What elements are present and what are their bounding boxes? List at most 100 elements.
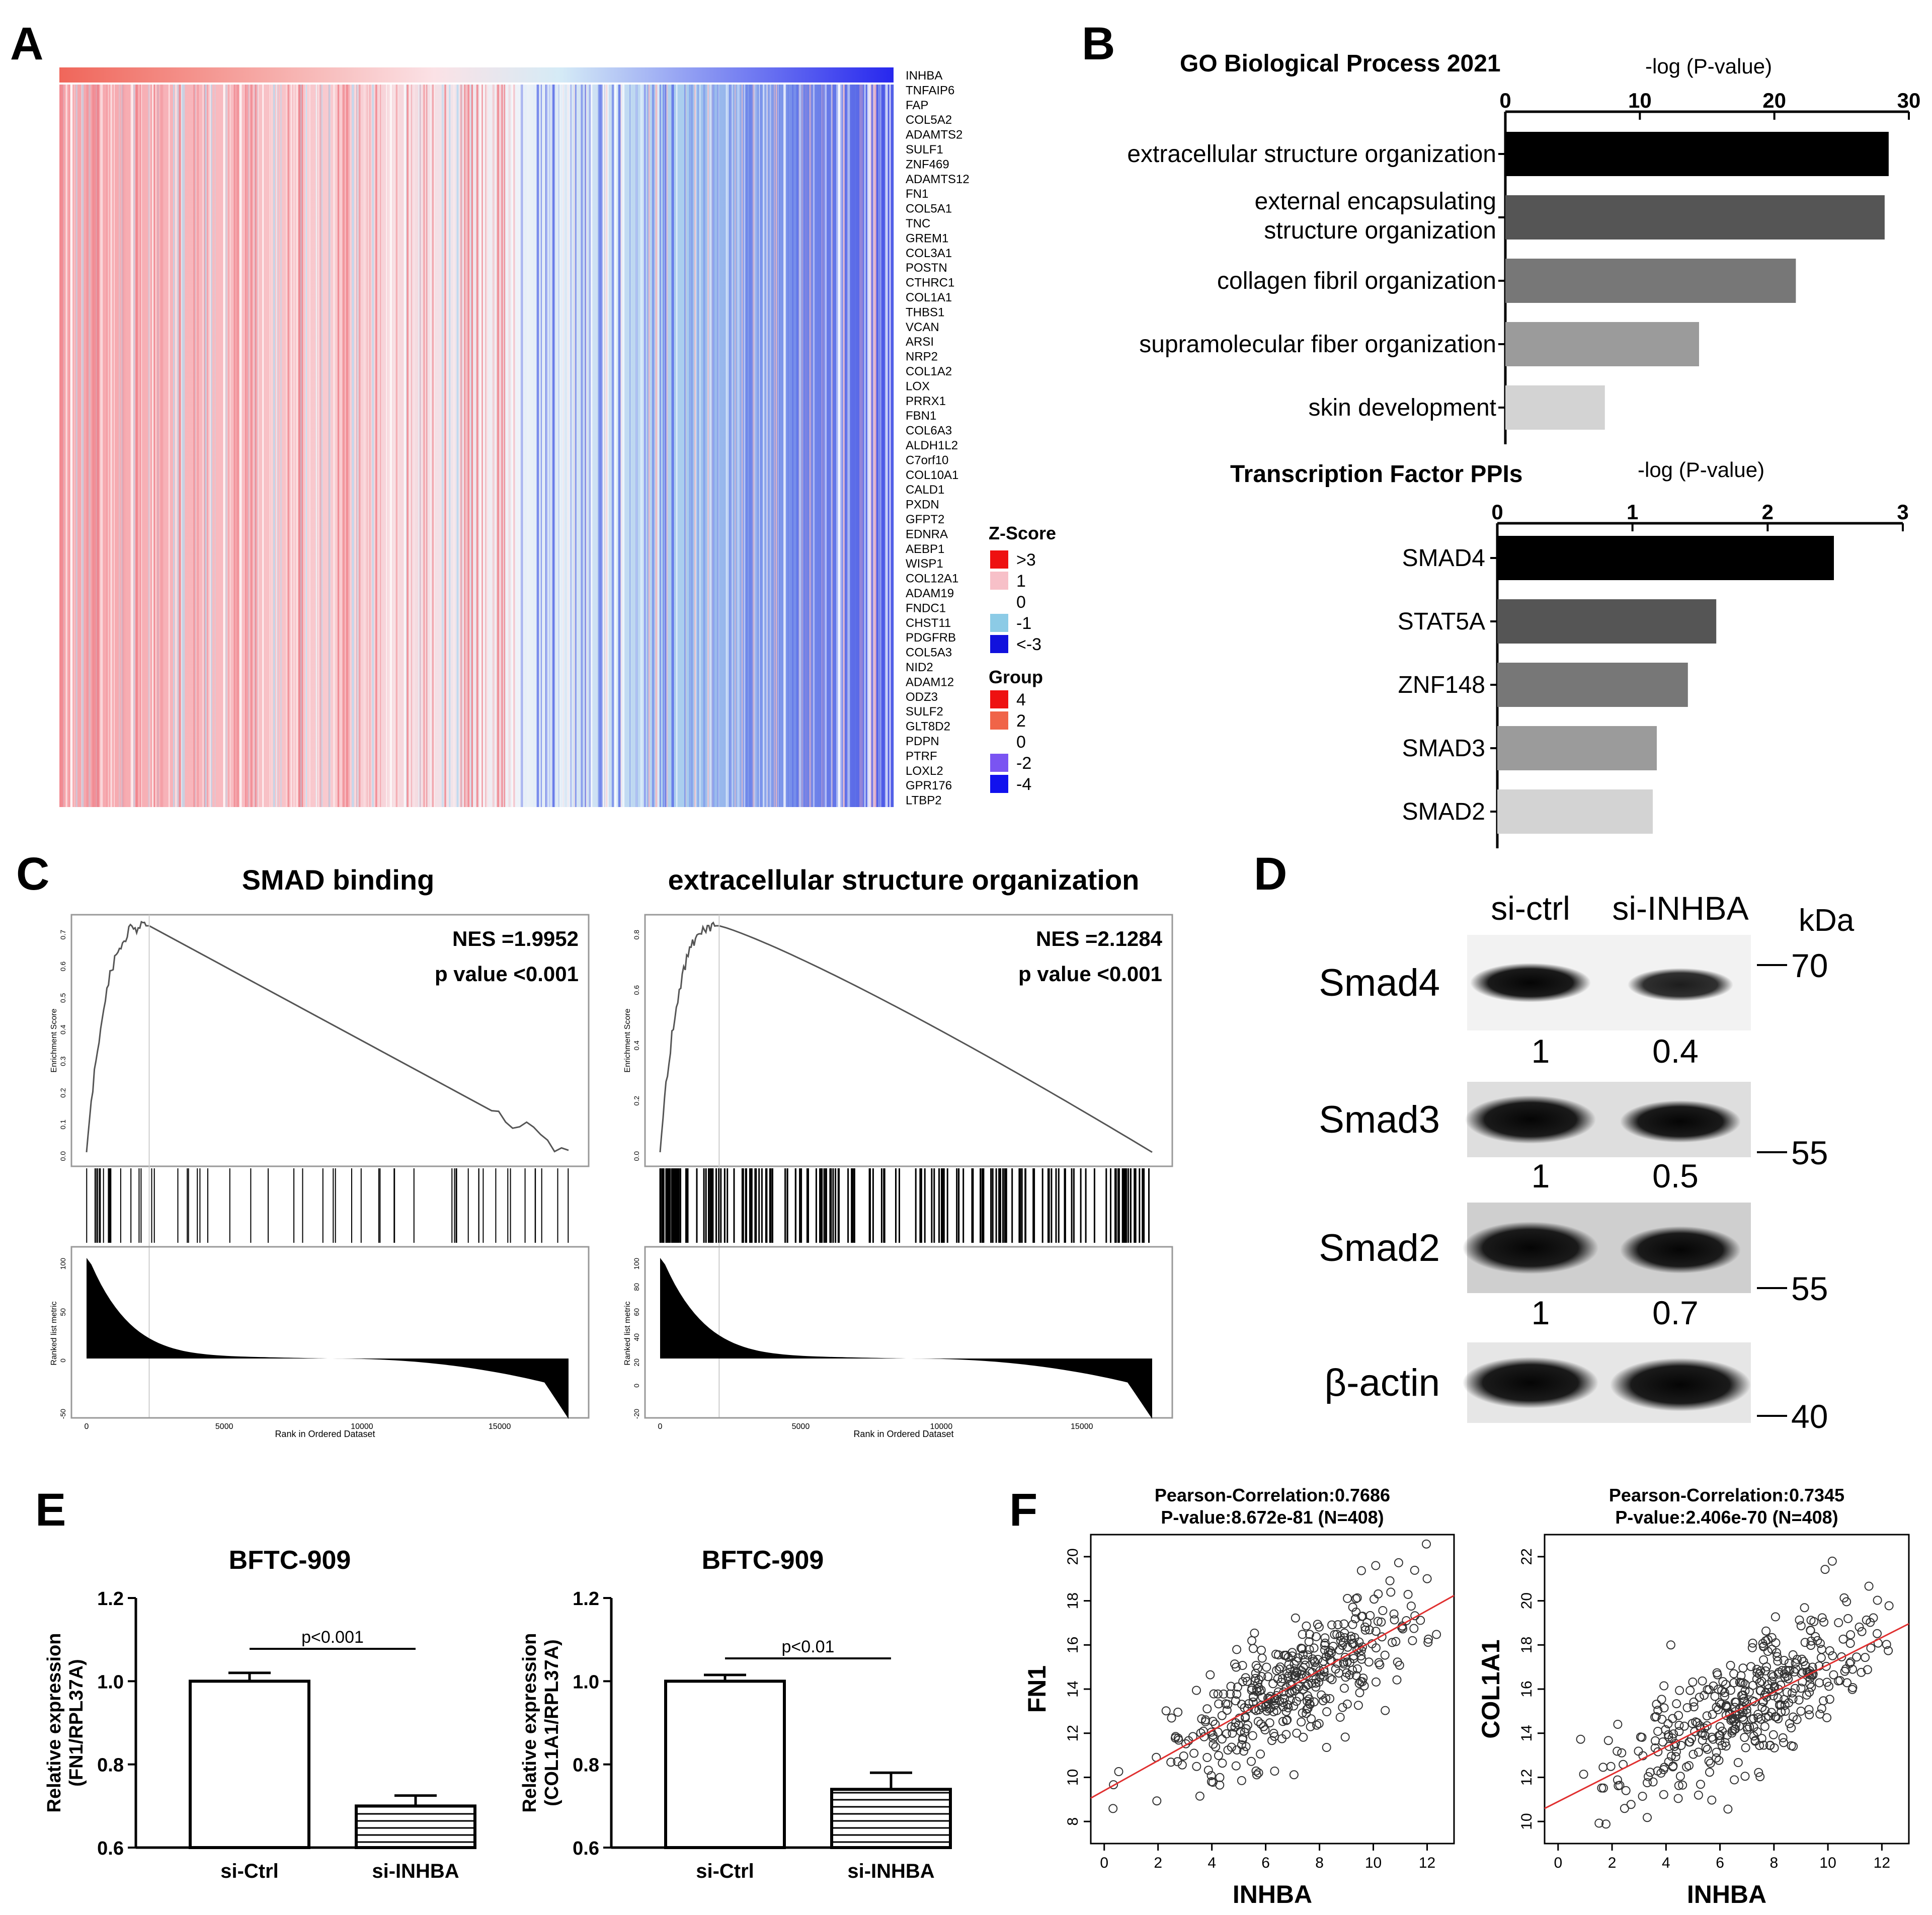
scatter-point — [1727, 1714, 1736, 1724]
heatmap-column — [726, 85, 727, 807]
heatmap-column — [424, 85, 427, 807]
heatmap-column — [855, 85, 856, 807]
scatter-point — [1336, 1636, 1345, 1645]
y-tick-label: 10 — [1065, 1769, 1081, 1786]
scatter-point — [1108, 1804, 1118, 1813]
heatmap-column — [676, 85, 678, 807]
scatter-point — [1882, 1640, 1891, 1649]
heatmap-column — [337, 85, 340, 807]
hit-ticks — [86, 1168, 569, 1243]
heatmap-column — [869, 85, 872, 807]
heatmap-column — [492, 85, 495, 807]
scatter-point — [1774, 1669, 1783, 1679]
scatter-point — [1357, 1612, 1366, 1621]
legend-group-label: 0 — [1016, 733, 1026, 752]
heatmap-column — [798, 85, 799, 807]
heatmap-column — [449, 85, 451, 807]
heatmap-column — [375, 85, 377, 807]
scatter-point — [1769, 1743, 1779, 1752]
heatmap-column — [546, 85, 548, 807]
gene-label: C7orf10 — [906, 453, 948, 467]
bar-label: supramolecular fiber organization — [1139, 331, 1496, 358]
regression-line — [1544, 1623, 1909, 1809]
band-quant: 1 — [1532, 1157, 1550, 1194]
heatmap-column — [255, 85, 256, 807]
scatter-point — [1222, 1729, 1231, 1738]
y-tick-label: 10 — [1518, 1813, 1535, 1829]
x-tick-label: 0 — [1100, 1855, 1108, 1871]
heatmap-column — [453, 85, 454, 807]
scatter-point — [1297, 1669, 1306, 1679]
scatter-point — [1660, 1763, 1669, 1772]
qpcr-title: BFTC-909 — [702, 1546, 824, 1575]
scatter-point — [1762, 1662, 1771, 1671]
scatter-point — [1805, 1688, 1814, 1697]
scatter-point — [1866, 1643, 1876, 1653]
scatter-point — [1688, 1749, 1698, 1759]
scatter-point — [1674, 1721, 1684, 1730]
gsea-plot: extracellular structure organization NES … — [623, 864, 1173, 1439]
heatmap-column — [366, 85, 369, 807]
scatter-point — [1746, 1662, 1756, 1671]
marker-label: 55 — [1791, 1270, 1828, 1307]
scatter-point — [1389, 1609, 1399, 1619]
scatter-point — [1227, 1722, 1236, 1731]
scatter-point — [1696, 1780, 1705, 1789]
heatmap-column — [648, 85, 650, 807]
x-tick-label: 8 — [1315, 1855, 1324, 1871]
scatter-point — [1252, 1770, 1261, 1780]
blot-band — [1465, 1095, 1596, 1144]
scatter-point — [1768, 1730, 1778, 1739]
heatmap-column — [560, 85, 561, 807]
scatter-point — [1729, 1669, 1739, 1679]
heatmap-column — [892, 85, 894, 807]
scatter-point — [1299, 1663, 1308, 1672]
heatmap-column — [153, 85, 156, 807]
heatmap-column — [750, 85, 753, 807]
scatter-point — [1802, 1690, 1811, 1700]
scatter-point — [1674, 1727, 1684, 1736]
heatmap-column — [173, 85, 175, 807]
heatmap-column — [411, 85, 412, 807]
heatmap-column — [620, 85, 622, 807]
scatter-point — [1388, 1638, 1397, 1647]
scatter-point — [1320, 1633, 1330, 1643]
scatter-point — [1781, 1707, 1790, 1716]
scatter-point — [1335, 1631, 1345, 1641]
heatmap-column — [606, 85, 608, 807]
heatmap-column — [872, 85, 875, 807]
scatter-point — [1606, 1762, 1616, 1771]
scatter-point — [1258, 1693, 1267, 1702]
scatter-point — [1761, 1636, 1770, 1646]
scatter-point — [1356, 1677, 1365, 1686]
legend-z-swatch — [990, 614, 1008, 632]
heatmap-column — [204, 85, 207, 807]
heatmap-column — [413, 85, 415, 807]
scatter-point — [1668, 1761, 1678, 1771]
gene-label: PTRF — [906, 749, 937, 763]
heatmap-column — [504, 85, 506, 807]
heatmap-column — [89, 85, 91, 807]
heatmap-column — [61, 85, 63, 807]
scatter-point — [1215, 1773, 1225, 1782]
scatter-point — [1782, 1688, 1792, 1697]
scatter-point — [1257, 1672, 1266, 1681]
bar — [1497, 536, 1834, 580]
heatmap-column — [621, 85, 623, 807]
heatmap-column — [358, 85, 361, 807]
scatter-point — [1613, 1775, 1622, 1785]
heatmap-column — [423, 85, 426, 807]
scatter-point — [1664, 1732, 1673, 1742]
scatter-point — [1857, 1627, 1867, 1636]
heatmap-column — [792, 85, 793, 807]
scatter-point — [1678, 1780, 1687, 1790]
heatmap-column — [228, 85, 229, 807]
heatmap-column — [86, 85, 88, 807]
scatter-point — [1755, 1772, 1765, 1782]
scatter-point — [1741, 1743, 1750, 1752]
heatmap-column — [352, 85, 354, 807]
panel-label-a: A — [10, 18, 43, 69]
scatter-point — [1684, 1737, 1694, 1747]
bar — [1505, 322, 1699, 366]
scatter-point — [1674, 1781, 1683, 1790]
